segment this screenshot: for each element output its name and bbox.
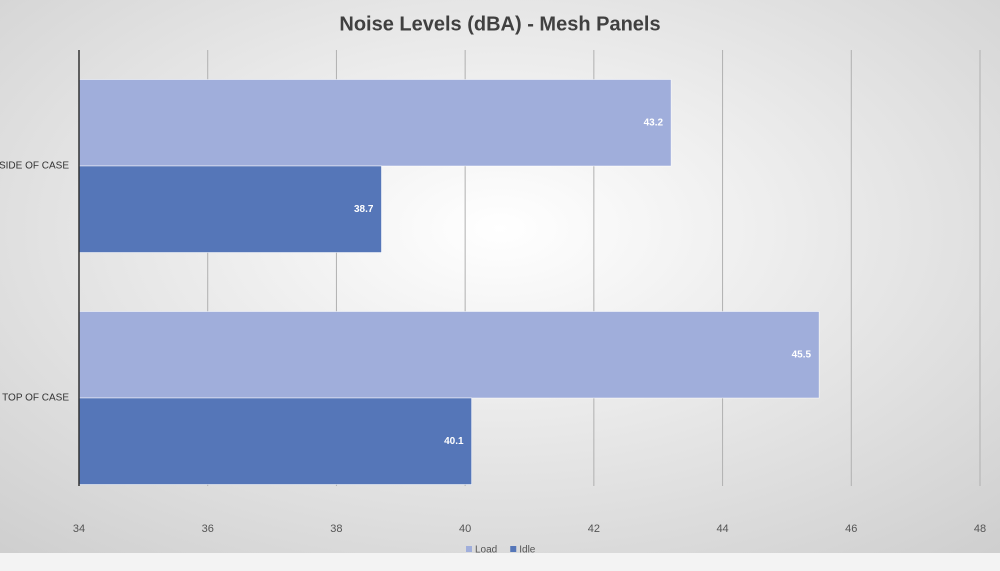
chart-title: Noise Levels (dBA) - Mesh Panels — [339, 13, 660, 35]
x-tick-label: 46 — [845, 523, 857, 535]
bar — [78, 311, 820, 399]
legend-label: Load — [475, 545, 497, 556]
x-tick-label: 34 — [73, 523, 85, 535]
bar — [78, 79, 672, 167]
x-tick-label: 38 — [330, 523, 342, 535]
data-label: 38.7 — [354, 204, 374, 215]
bar — [78, 397, 472, 485]
legend-swatch — [510, 546, 517, 552]
data-label: 43.2 — [644, 117, 664, 128]
data-label: 45.5 — [792, 349, 812, 360]
x-tick-label: 44 — [716, 523, 728, 535]
bar — [78, 165, 382, 253]
bottom-strip — [0, 553, 1000, 571]
data-label: 40.1 — [444, 436, 464, 447]
y-tick-label: TOP OF CASE — [2, 393, 69, 404]
y-tick-label: SIDE OF CASE — [0, 161, 69, 172]
x-tick-label: 42 — [588, 523, 600, 535]
legend-swatch — [466, 546, 472, 552]
x-tick-label: 48 — [974, 523, 986, 535]
x-tick-label: 36 — [202, 523, 214, 535]
legend-label: Idle — [519, 545, 536, 556]
x-tick-label: 40 — [459, 523, 471, 535]
